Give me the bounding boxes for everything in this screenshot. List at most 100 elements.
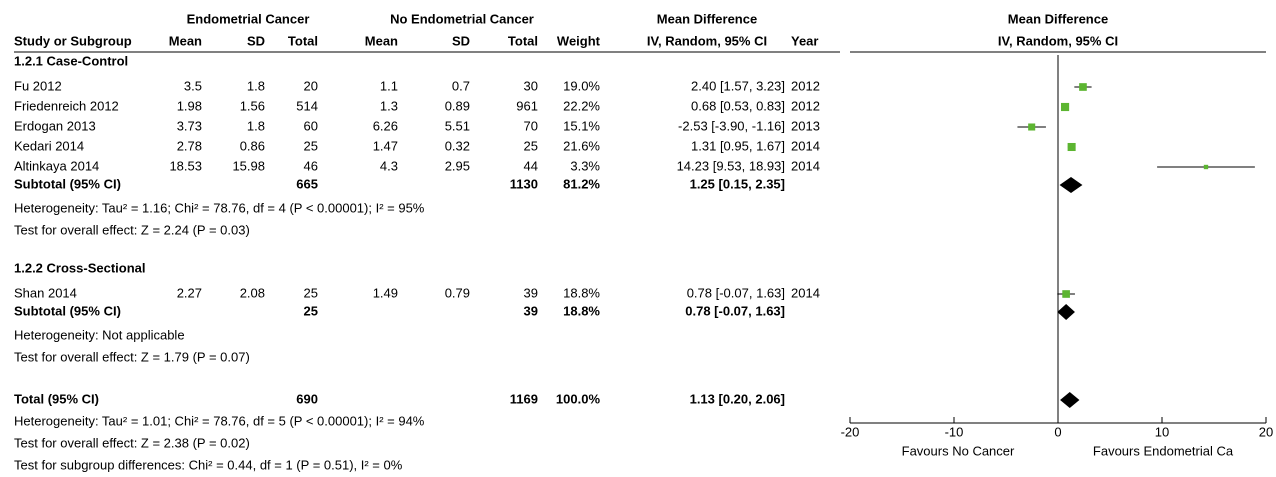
note: Test for subgroup differences: Chi² = 0.… [14,457,403,472]
ci: 1.31 [0.95, 1.67] [691,138,785,153]
note: Heterogeneity: Tau² = 1.16; Chi² = 78.76… [14,200,425,215]
cell: 4.3 [380,158,398,173]
cell: 70 [524,118,538,133]
ci: 0.78 [-0.07, 1.63] [685,303,785,318]
ci: 2.40 [1.57, 3.23] [691,78,785,93]
cell: 1.3 [380,98,398,113]
summary-diamond [1059,177,1083,193]
cell: 1.49 [373,285,398,300]
plot-title: Mean Difference [1008,11,1108,26]
weight: 19.0% [563,78,600,93]
cell: 0.32 [445,138,470,153]
cell: 25 [304,303,318,318]
weight: 100.0% [556,391,601,406]
weight: 18.8% [563,285,600,300]
cell: 690 [296,391,318,406]
weight: 22.2% [563,98,600,113]
cell: 1.98 [177,98,202,113]
cell: 0.89 [445,98,470,113]
study-marker [1067,142,1076,152]
cell: 2.78 [177,138,202,153]
cell: 3.5 [184,78,202,93]
cell: 39 [524,285,538,300]
cell: 0.86 [240,138,265,153]
weight: 21.6% [563,138,600,153]
col-header: IV, Random, 95% CI [647,33,767,48]
col-header: Year [791,33,818,48]
cell: 18.53 [169,158,202,173]
cell: 1.47 [373,138,398,153]
study-name: Fu 2012 [14,78,62,93]
note: Test for overall effect: Z = 1.79 (P = 0… [14,349,250,364]
note: Test for overall effect: Z = 2.38 (P = 0… [14,435,250,450]
cell: 961 [516,98,538,113]
study-name: Friedenreich 2012 [14,98,119,113]
cell: 44 [524,158,538,173]
summary-diamond [1060,392,1080,408]
cell: 0.7 [452,78,470,93]
cell: 1.8 [247,118,265,133]
cell: 1169 [510,391,538,406]
cell: 25 [304,285,318,300]
cell: 6.26 [373,118,398,133]
group1-header: Endometrial Cancer [187,11,310,26]
cell: 1.1 [380,78,398,93]
study-marker [1028,123,1036,131]
summary-diamond [1057,304,1075,320]
col-header: SD [247,33,265,48]
ci: 0.68 [0.53, 0.83] [691,98,785,113]
weight: 81.2% [563,176,600,191]
subgroup-title: 1.2.2 Cross-Sectional [14,260,146,275]
year: 2014 [791,158,820,173]
col-header: Weight [557,33,601,48]
ci: 1.13 [0.20, 2.06] [690,391,785,406]
col-header: Mean [365,33,398,48]
study-marker [1079,83,1087,91]
col-header: SD [452,33,470,48]
ci: 1.25 [0.15, 2.35] [690,176,785,191]
weight: 15.1% [563,118,600,133]
weight: 18.8% [563,303,600,318]
col-header: Mean [169,33,202,48]
study-name: Shan 2014 [14,285,77,300]
note: Test for overall effect: Z = 2.24 (P = 0… [14,222,250,237]
cell: 2.95 [445,158,470,173]
study-name: Kedari 2014 [14,138,84,153]
note: Heterogeneity: Tau² = 1.01; Chi² = 78.76… [14,413,425,428]
md-header: Mean Difference [657,11,757,26]
cell: 665 [296,176,318,191]
year: 2014 [791,285,820,300]
cell: 60 [304,118,318,133]
study-header: Study or Subgroup [14,33,132,48]
year: 2013 [791,118,820,133]
study-marker [1062,290,1070,298]
note: Heterogeneity: Not applicable [14,327,185,342]
summary-name: Subtotal (95% CI) [14,176,121,191]
summary-name: Total (95% CI) [14,391,99,406]
year: 2012 [791,78,820,93]
cell: 1.56 [240,98,265,113]
x-tick-label: 10 [1155,424,1169,439]
cell: 3.73 [177,118,202,133]
year: 2012 [791,98,820,113]
cell: 15.98 [232,158,265,173]
cell: 1.8 [247,78,265,93]
cell: 25 [304,138,318,153]
col-header: Total [288,33,318,48]
col-header: Total [508,33,538,48]
study-marker [1203,164,1209,170]
ci: -2.53 [-3.90, -1.16] [678,118,785,133]
cell: 20 [304,78,318,93]
group2-header: No Endometrial Cancer [390,11,534,26]
year: 2014 [791,138,820,153]
cell: 2.27 [177,285,202,300]
x-tick-label: -10 [945,424,964,439]
subgroup-title: 1.2.1 Case-Control [14,53,128,68]
x-tick-label: 0 [1054,424,1061,439]
study-marker [1061,102,1070,112]
cell: 5.51 [445,118,470,133]
favours-left: Favours No Cancer [902,443,1015,458]
x-tick-label: -20 [841,424,860,439]
cell: 514 [296,98,318,113]
